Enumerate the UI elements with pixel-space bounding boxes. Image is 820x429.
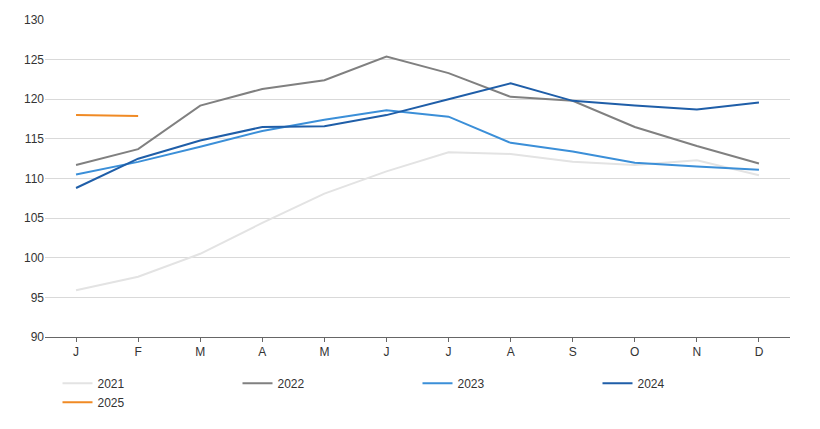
svg-text:2025: 2025 bbox=[98, 396, 125, 410]
svg-text:2023: 2023 bbox=[458, 377, 485, 391]
svg-text:130: 130 bbox=[24, 13, 44, 27]
svg-text:2024: 2024 bbox=[638, 377, 665, 391]
svg-text:2021: 2021 bbox=[98, 377, 125, 391]
svg-text:2022: 2022 bbox=[278, 377, 305, 391]
svg-text:A: A bbox=[258, 345, 266, 359]
svg-text:A: A bbox=[507, 345, 515, 359]
svg-text:110: 110 bbox=[25, 172, 44, 186]
svg-text:M: M bbox=[195, 345, 205, 359]
svg-text:D: D bbox=[755, 345, 764, 359]
svg-text:115: 115 bbox=[25, 132, 44, 146]
svg-text:95: 95 bbox=[31, 291, 45, 305]
svg-text:120: 120 bbox=[24, 92, 44, 106]
svg-text:125: 125 bbox=[24, 53, 44, 67]
svg-text:100: 100 bbox=[24, 251, 44, 265]
svg-text:105: 105 bbox=[24, 211, 44, 225]
svg-text:M: M bbox=[319, 345, 329, 359]
svg-text:90: 90 bbox=[31, 330, 45, 344]
svg-text:J: J bbox=[383, 345, 389, 359]
svg-text:N: N bbox=[693, 345, 702, 359]
svg-text:S: S bbox=[569, 345, 577, 359]
svg-text:O: O bbox=[630, 345, 639, 359]
svg-text:J: J bbox=[446, 345, 452, 359]
svg-text:J: J bbox=[73, 345, 79, 359]
svg-text:F: F bbox=[134, 345, 141, 359]
